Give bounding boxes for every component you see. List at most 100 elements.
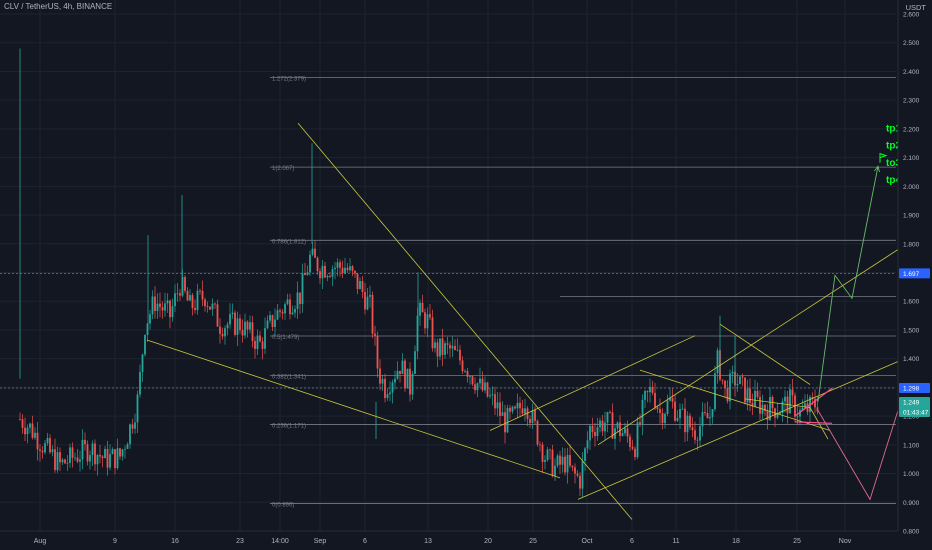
candle-body bbox=[544, 460, 546, 462]
candle-body bbox=[101, 456, 104, 459]
candle-body bbox=[431, 317, 434, 349]
candle-body bbox=[84, 439, 86, 445]
candle-body bbox=[246, 321, 249, 330]
channel-line bbox=[597, 249, 899, 446]
candle-body bbox=[471, 376, 474, 385]
candle-body bbox=[489, 395, 491, 397]
candle-body bbox=[64, 459, 66, 464]
candle-body bbox=[266, 320, 269, 329]
x-tick-label: 6 bbox=[363, 538, 367, 545]
flag-icon bbox=[879, 152, 888, 163]
candle-body bbox=[349, 266, 351, 271]
candle-body bbox=[731, 371, 734, 374]
candle-body bbox=[496, 402, 499, 409]
candle-body bbox=[221, 333, 224, 337]
candle-body bbox=[426, 314, 429, 329]
candle-body bbox=[449, 344, 451, 349]
y-tick-label: 1.100 bbox=[903, 442, 920, 449]
price-tag-label: 1.298 bbox=[903, 385, 920, 392]
candle-body bbox=[696, 439, 699, 441]
candle-body bbox=[454, 345, 456, 351]
candle-body bbox=[784, 396, 786, 402]
candle-body bbox=[526, 408, 529, 419]
trend-line bbox=[146, 339, 561, 479]
candle-body bbox=[236, 318, 239, 335]
price-tag-label: 1.249 bbox=[903, 400, 920, 407]
candle-body bbox=[364, 291, 366, 310]
candle-body bbox=[241, 329, 244, 336]
candle-body bbox=[789, 389, 791, 414]
candle-body bbox=[106, 448, 109, 468]
candle-body bbox=[134, 422, 136, 429]
candle-body bbox=[759, 396, 761, 414]
candle-body bbox=[54, 449, 56, 471]
candle-body bbox=[804, 403, 806, 408]
candle-body bbox=[284, 304, 286, 314]
candle-body bbox=[469, 376, 471, 378]
candle-body bbox=[76, 457, 79, 462]
symbol-header: CLV / TetherUS, 4h, BINANCE bbox=[4, 2, 113, 11]
candle-body bbox=[91, 443, 94, 456]
candle-body bbox=[354, 270, 356, 274]
candle-body bbox=[814, 398, 816, 408]
candle-body bbox=[226, 324, 229, 329]
candle-body bbox=[176, 293, 179, 295]
candle-body bbox=[439, 338, 441, 357]
candle-body bbox=[44, 443, 46, 453]
candle-body bbox=[386, 394, 389, 398]
candle-body bbox=[219, 326, 221, 334]
candle-body bbox=[649, 386, 651, 393]
trend-line bbox=[297, 122, 633, 520]
tp-annotation: tp4 bbox=[886, 175, 901, 186]
candle-body bbox=[79, 459, 81, 462]
x-tick-label: 25 bbox=[793, 538, 801, 545]
candle-body bbox=[721, 379, 724, 381]
candle-body bbox=[146, 323, 149, 335]
candle-body bbox=[309, 254, 311, 273]
candle-body bbox=[191, 295, 194, 308]
y-tick-label: 2.400 bbox=[903, 69, 920, 76]
candle-body bbox=[744, 377, 746, 403]
candle-body bbox=[211, 303, 214, 310]
y-tick-label: 0.800 bbox=[903, 529, 920, 536]
candle-body bbox=[214, 303, 216, 305]
candle-body bbox=[281, 311, 284, 314]
price-tag bbox=[899, 268, 930, 279]
candle-body bbox=[576, 473, 579, 476]
candle-body bbox=[166, 300, 169, 304]
candle-body bbox=[811, 396, 814, 399]
candle-body bbox=[334, 267, 336, 270]
candle-body bbox=[584, 448, 586, 461]
candle-body bbox=[181, 277, 184, 296]
x-tick-label: 9 bbox=[113, 538, 117, 545]
candle-body bbox=[149, 314, 151, 324]
x-tick-label: 6 bbox=[630, 538, 634, 545]
y-tick-label: 1.900 bbox=[903, 213, 920, 220]
candle-body bbox=[74, 457, 76, 459]
candle-body bbox=[486, 382, 489, 397]
candle-body bbox=[699, 426, 701, 441]
currency-label: USDT bbox=[905, 3, 926, 12]
candle-body bbox=[269, 315, 271, 321]
candle-body bbox=[459, 349, 461, 361]
candle-body bbox=[704, 412, 706, 413]
candle-body bbox=[694, 430, 696, 440]
candle-body bbox=[571, 465, 574, 468]
candle-body bbox=[619, 422, 621, 436]
candle-body bbox=[639, 422, 641, 424]
candle-body bbox=[786, 396, 789, 414]
x-tick-label: 18 bbox=[732, 538, 740, 545]
candle-body bbox=[451, 345, 454, 349]
candle-body bbox=[41, 450, 44, 453]
candle-body bbox=[151, 296, 154, 315]
candle-body bbox=[351, 266, 354, 271]
candle-body bbox=[509, 407, 511, 412]
fib-label: 1(2.067) bbox=[272, 166, 294, 172]
candle-body bbox=[529, 418, 531, 424]
candle-body bbox=[19, 418, 21, 420]
x-tick-label: 11 bbox=[672, 538, 679, 545]
candle-body bbox=[379, 368, 381, 384]
candle-body bbox=[89, 455, 91, 462]
candle-body bbox=[534, 410, 536, 421]
candle-body bbox=[531, 410, 534, 424]
